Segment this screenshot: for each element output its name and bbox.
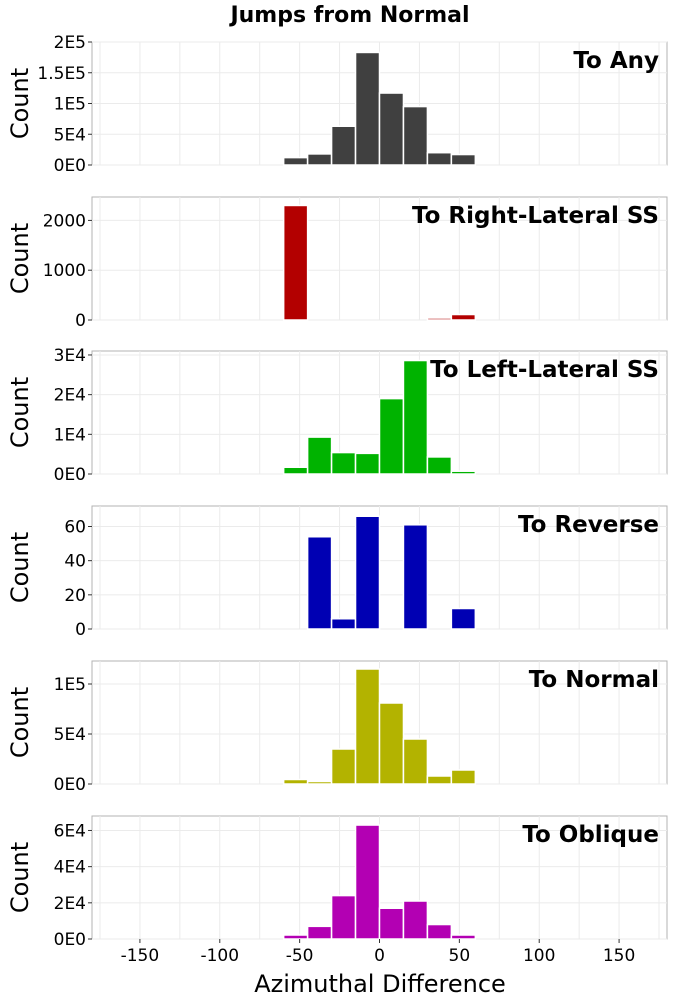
panel-annotation: To Oblique	[522, 822, 659, 848]
bar	[282, 778, 309, 785]
y-tick-label: 6E4	[54, 821, 86, 841]
bar	[354, 824, 381, 940]
panel-4: 0E0 5E4 1E5 To Normal Count	[6, 660, 668, 795]
bar	[450, 607, 477, 630]
bar	[330, 748, 357, 785]
y-tick-label: 0E0	[54, 930, 86, 950]
panel-annotation: To Normal	[529, 667, 659, 693]
y-tick-label: 2E5	[54, 33, 86, 53]
y-tick-label: 3E4	[54, 346, 86, 366]
bar	[306, 536, 333, 630]
bar	[426, 923, 453, 940]
y-tick-label: 1000	[43, 261, 86, 281]
x-tick-label: -100	[200, 946, 239, 966]
bar	[450, 313, 477, 321]
bar	[426, 775, 453, 785]
bar	[306, 780, 333, 785]
bar	[450, 470, 477, 475]
bar	[282, 934, 309, 940]
bar	[378, 92, 405, 166]
bar	[378, 702, 405, 785]
x-tick-label: 0	[374, 946, 385, 966]
y-tick-label: 2E4	[54, 894, 86, 914]
x-tick-label: 150	[603, 946, 635, 966]
panel-annotation: To Right-Lateral SS	[412, 203, 659, 229]
bar	[450, 153, 477, 166]
bar	[330, 618, 357, 630]
y-tick-label: 0E0	[54, 465, 86, 485]
bar	[306, 436, 333, 475]
bar	[402, 900, 429, 940]
y-axis-label: Count	[6, 532, 34, 603]
bar	[354, 51, 381, 166]
bar	[354, 668, 381, 785]
y-tick-label: 0	[75, 620, 86, 640]
panel-5: 0E0 2E4 4E4 6E4 To Oblique Count	[6, 815, 668, 950]
y-tick-label: 2000	[43, 211, 86, 231]
y-axis-label: Count	[6, 223, 34, 294]
x-tick-label: -150	[121, 946, 160, 966]
bar	[378, 907, 405, 940]
y-tick-label: 5E4	[54, 125, 86, 145]
y-tick-label: 1E5	[54, 675, 86, 695]
y-tick-label: 2E4	[54, 386, 86, 406]
y-tick-label: 5E4	[54, 725, 86, 745]
x-tick-label: 50	[449, 946, 471, 966]
panel-3: 0 20 40 60 To Reverse Count	[6, 505, 668, 640]
y-tick-label: 60	[64, 518, 86, 538]
y-axis-label: Count	[6, 687, 34, 758]
panel-annotation: To Left-Lateral SS	[430, 357, 659, 383]
bar	[330, 894, 357, 940]
x-tick-label: -50	[286, 946, 314, 966]
bar	[426, 317, 453, 321]
y-axis-label: Count	[6, 842, 34, 913]
bar	[402, 359, 429, 475]
bar	[306, 925, 333, 940]
y-tick-label: 4E4	[54, 858, 86, 878]
bar	[330, 451, 357, 475]
bar	[282, 466, 309, 475]
panels: 0E0 5E4 1E5 1.5E5 2E5 To Any Count 0 1000 2000 To …	[6, 33, 668, 950]
bar	[330, 125, 357, 166]
y-axis-label: Count	[6, 377, 34, 448]
panel-annotation: To Reverse	[518, 512, 659, 538]
bar	[426, 151, 453, 166]
y-tick-label: 20	[64, 586, 86, 606]
panel-2: 0E0 1E4 2E4 3E4 To Left-Lateral SS Count	[6, 346, 668, 485]
y-tick-label: 0E0	[54, 775, 86, 795]
bar	[426, 456, 453, 475]
bar	[306, 153, 333, 166]
bar	[354, 515, 381, 630]
panel-1: 0 1000 2000 To Right-Lateral SS Count	[6, 196, 668, 331]
x-tick-label: 100	[523, 946, 555, 966]
bar	[282, 156, 309, 166]
y-tick-label: 1E5	[54, 95, 86, 115]
x-axis: -150 -100 -50 0 50 100 150	[121, 939, 635, 966]
y-tick-label: 1.5E5	[37, 64, 86, 84]
bar	[354, 452, 381, 475]
y-tick-label: 0E0	[54, 156, 86, 176]
panel-0: 0E0 5E4 1E5 1.5E5 2E5 To Any Count	[6, 33, 668, 176]
bar	[282, 204, 309, 321]
bar	[402, 524, 429, 630]
y-tick-label: 1E4	[54, 425, 86, 445]
y-tick-label: 0	[75, 311, 86, 331]
y-tick-label: 40	[64, 552, 86, 572]
bar	[378, 397, 405, 475]
bar	[450, 934, 477, 940]
bar	[402, 105, 429, 166]
bar	[450, 769, 477, 785]
chart-title: Jumps from Normal	[228, 3, 469, 28]
bar	[402, 738, 429, 785]
y-axis-label: Count	[6, 68, 34, 139]
x-axis-label: Azimuthal Difference	[254, 970, 506, 998]
panel-annotation: To Any	[573, 48, 659, 74]
